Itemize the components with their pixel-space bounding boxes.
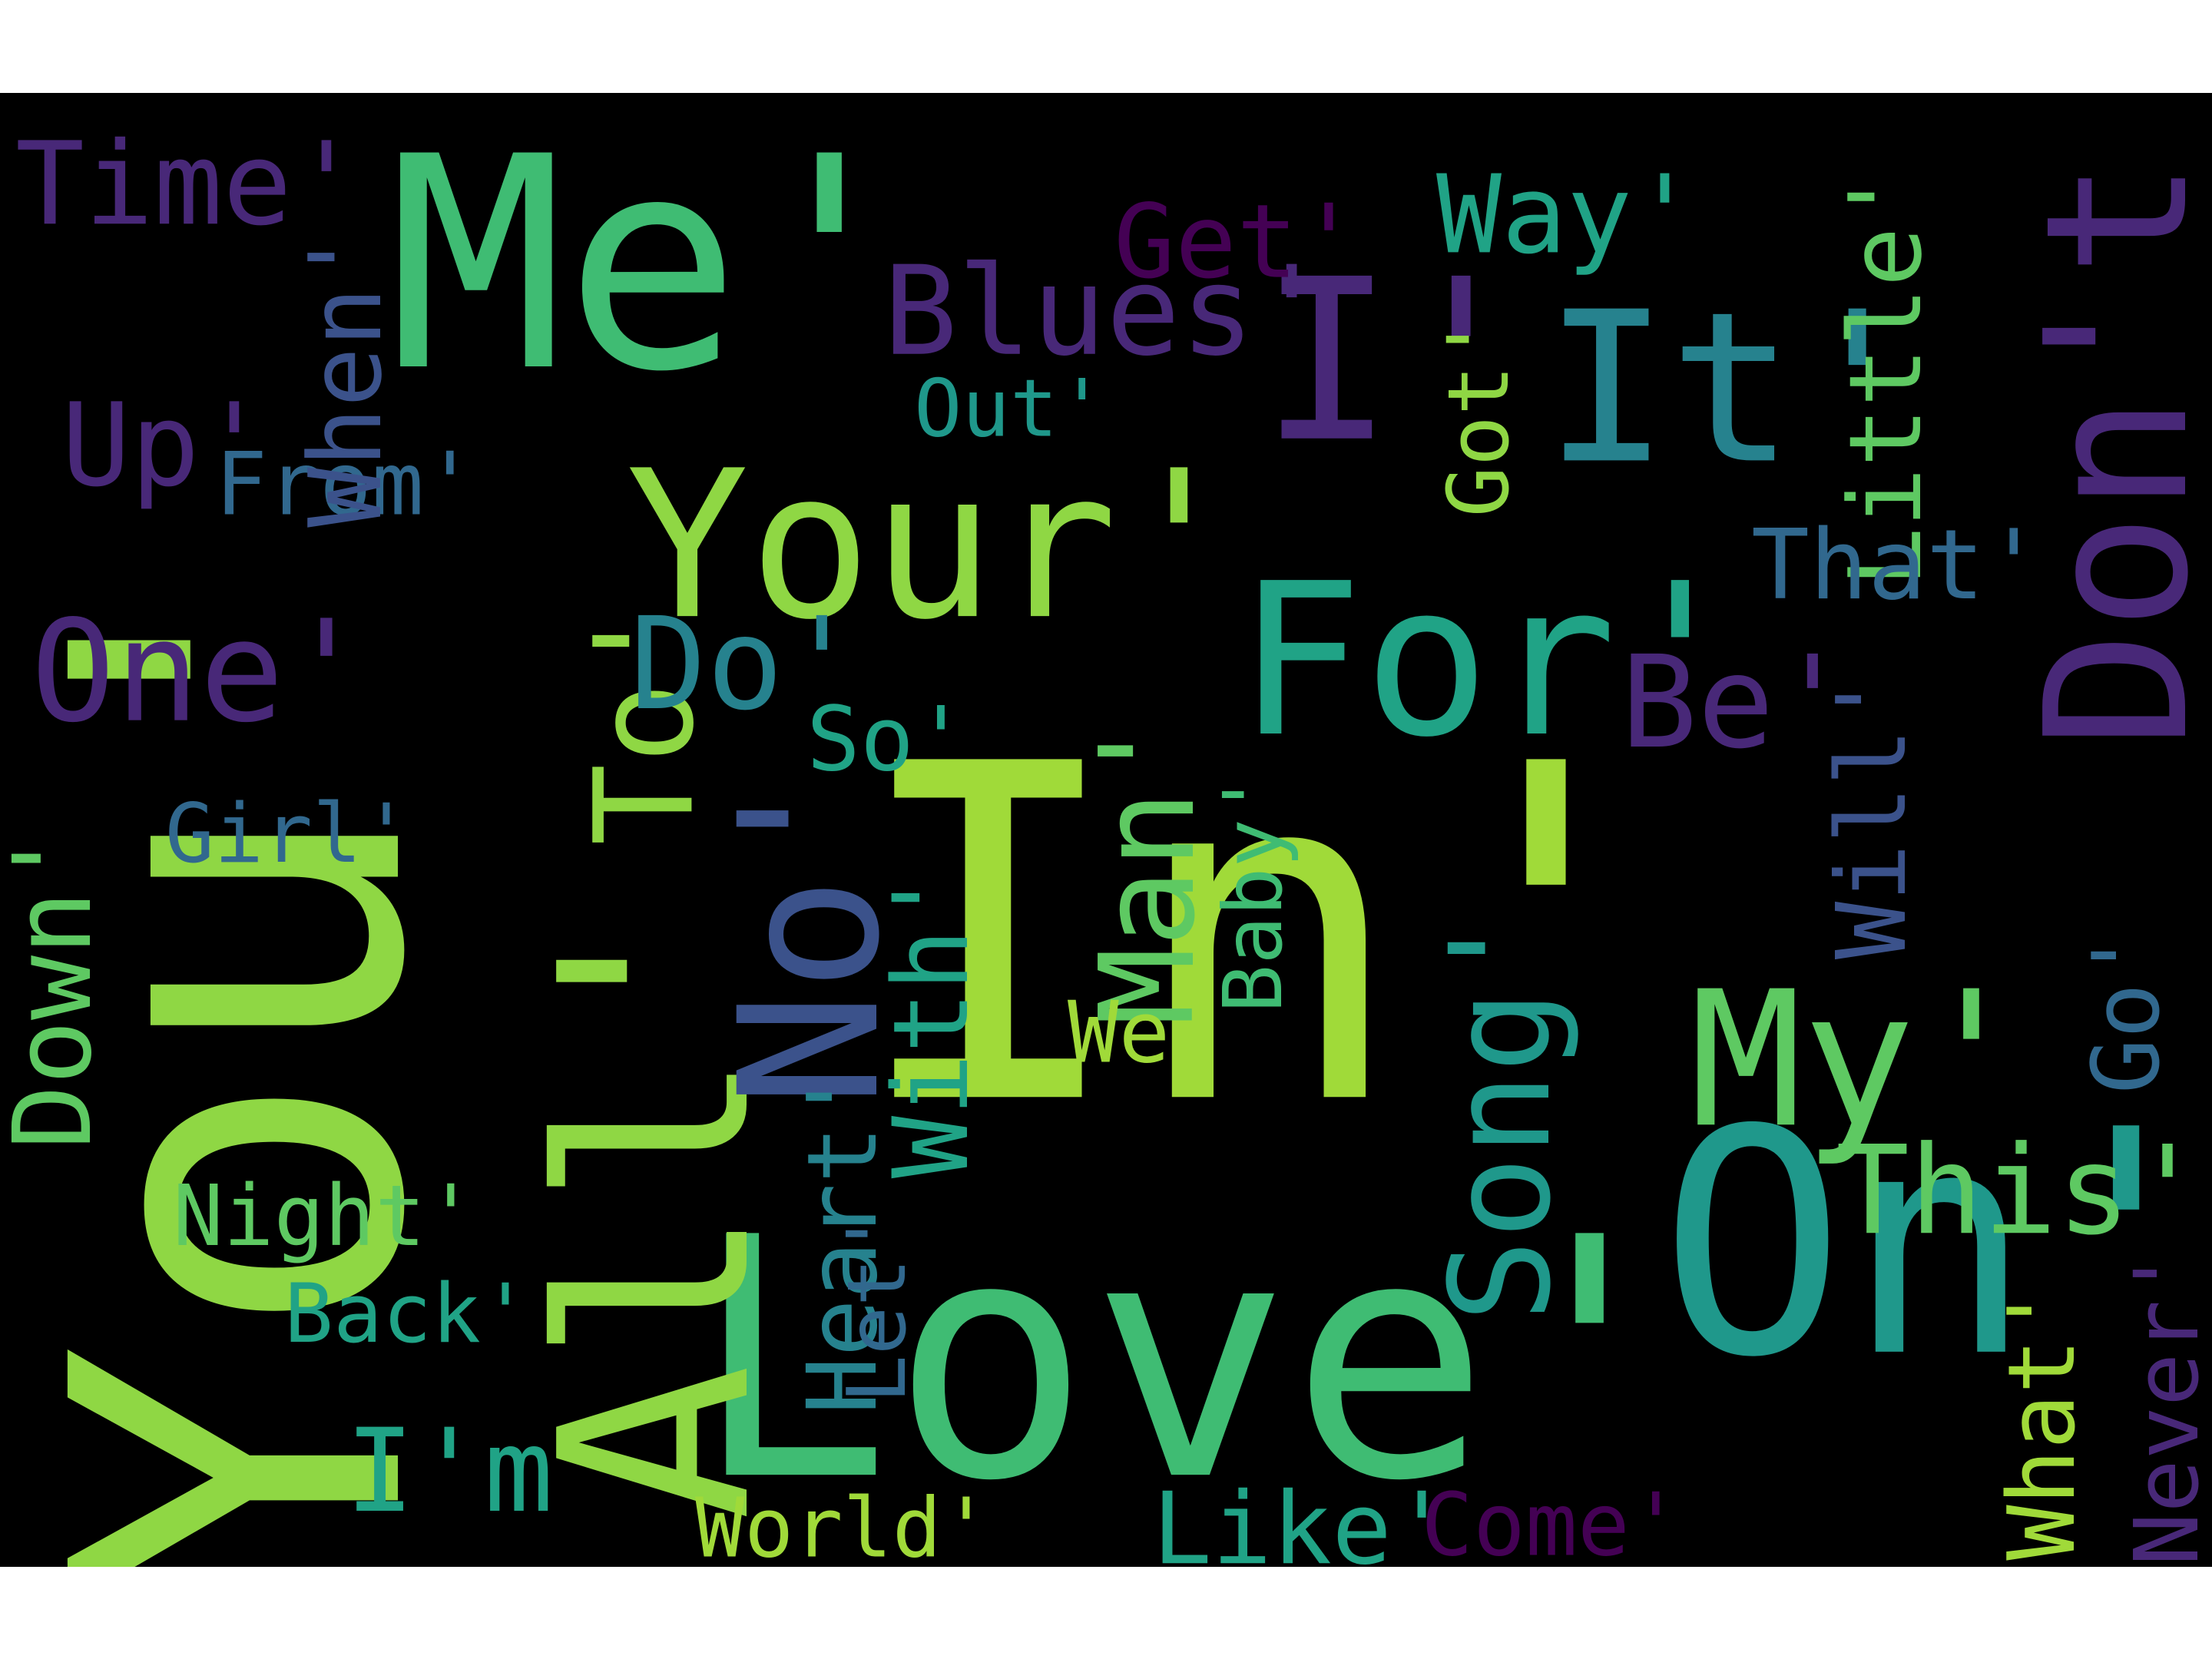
word-world: World' xyxy=(695,1481,992,1567)
word-in: In' xyxy=(849,667,1687,1207)
word-for: For' xyxy=(1237,538,1744,783)
word-blues: Blues' xyxy=(883,239,1330,383)
word-will: Will' xyxy=(1816,670,1928,960)
word-on: On' xyxy=(1659,1064,2212,1426)
word-song: Song' xyxy=(1421,906,1581,1323)
word-get: Get' xyxy=(1114,183,1359,302)
word-it: It' xyxy=(1544,267,1920,510)
word-when: When' xyxy=(287,227,404,528)
word-what: What' xyxy=(1989,1283,2096,1561)
word-back: Back' xyxy=(284,1266,530,1362)
word-got: Got' xyxy=(1429,313,1528,518)
word-i-m: I'm xyxy=(345,1405,554,1538)
word-do: Do' xyxy=(630,591,860,739)
word-me: Me' xyxy=(388,94,918,436)
word-come: Come' xyxy=(1421,1474,1682,1567)
word-night: Night' xyxy=(173,1167,476,1265)
word-way: Way' xyxy=(1436,152,1698,279)
word-i: I' xyxy=(1260,230,1528,492)
word-your: Your' xyxy=(626,426,1241,665)
word-be: Be' xyxy=(1621,629,1851,777)
word-so: So' xyxy=(806,687,969,792)
word-my: My' xyxy=(1690,952,2028,1170)
word-man: Man' xyxy=(1072,711,1224,1026)
word-let: Let' xyxy=(830,1209,924,1404)
word-up: Up' xyxy=(61,379,270,513)
word-one: One' xyxy=(31,590,369,754)
word-we: We' xyxy=(1068,983,1221,1083)
word-cloud-canvas: You' In' Me' I' Love' On' It' Don't To' All' No' Yo… xyxy=(0,93,2212,1567)
word-time: Time' xyxy=(15,118,362,252)
word-down: Down' xyxy=(0,826,116,1150)
word-baby: Baby' xyxy=(1207,770,1300,1013)
word-this: This' xyxy=(1836,1119,2205,1263)
word-like: Like' xyxy=(1152,1471,1452,1567)
word-from: From' xyxy=(215,433,476,535)
word-out: Out' xyxy=(914,363,1106,455)
word-love: Love' xyxy=(691,1167,1690,1554)
word-go: Go' xyxy=(2074,927,2181,1094)
word-girl: Girl' xyxy=(165,786,411,882)
word-never: Never' xyxy=(2116,1247,2212,1566)
word-don-t: Don't xyxy=(2004,159,2212,749)
word-that: That' xyxy=(1751,508,2043,621)
